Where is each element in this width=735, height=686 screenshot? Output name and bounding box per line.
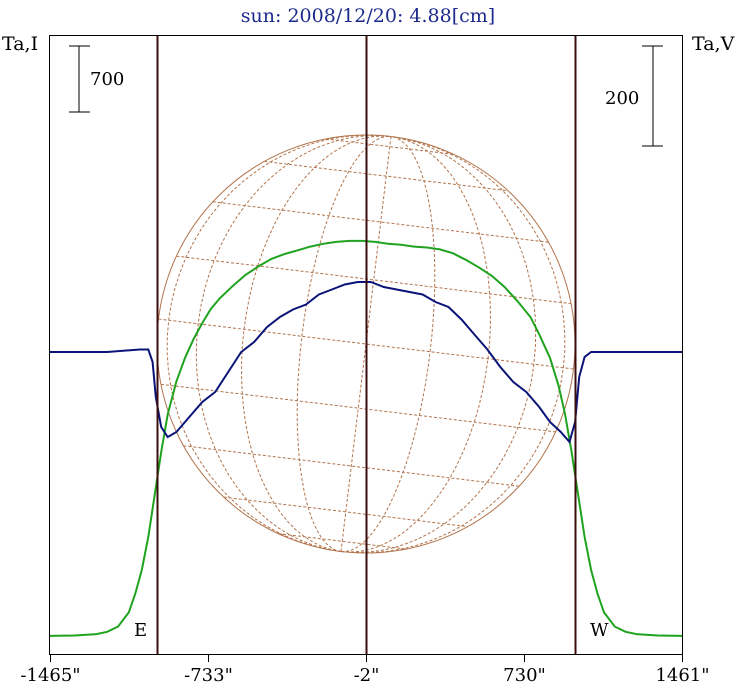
x-tick-label: -2": [354, 665, 380, 686]
right-axis-label: Ta,V: [692, 33, 735, 55]
x-tick-label: -733": [184, 665, 233, 686]
x-tick-label: 730": [503, 665, 546, 686]
x-tick-label: -1465": [20, 665, 80, 686]
solar-parallel: [223, 496, 468, 528]
solar-parallel: [325, 138, 454, 155]
solar-meridian: [241, 135, 392, 552]
solar-parallel: [176, 255, 572, 305]
left-scale-label: 700: [90, 69, 124, 90]
vertical-markers: [156, 36, 577, 654]
solar-meridian: [296, 136, 391, 552]
series-ta-i-line: [49, 239, 683, 637]
right-scale-bar: [642, 45, 663, 147]
solar-parallel: [278, 533, 407, 550]
chart-title: sun: 2008/12/20: 4.88[cm]: [241, 5, 495, 27]
right-scale-label: 200: [605, 88, 639, 109]
west-limb-label: W: [590, 620, 609, 641]
solar-parallel: [160, 383, 556, 433]
solar-meridian: [340, 136, 491, 553]
solar-parallel: [264, 160, 509, 192]
series-ta-v-line: [50, 281, 682, 445]
x-axis-ticks: -1465" -733" -2" 730" 1461": [20, 654, 710, 686]
solar-meridian: [341, 136, 436, 552]
solar-parallel: [183, 445, 520, 487]
solar-meridian: [340, 136, 537, 553]
solar-meridian: [195, 135, 392, 552]
solar-parallel: [212, 201, 549, 243]
solar-disk: [156, 134, 576, 554]
x-tick-label: 1461": [655, 665, 709, 686]
left-scale-bar: [69, 45, 90, 113]
east-limb-label: E: [134, 620, 147, 641]
left-axis-label: Ta,I: [2, 33, 38, 55]
